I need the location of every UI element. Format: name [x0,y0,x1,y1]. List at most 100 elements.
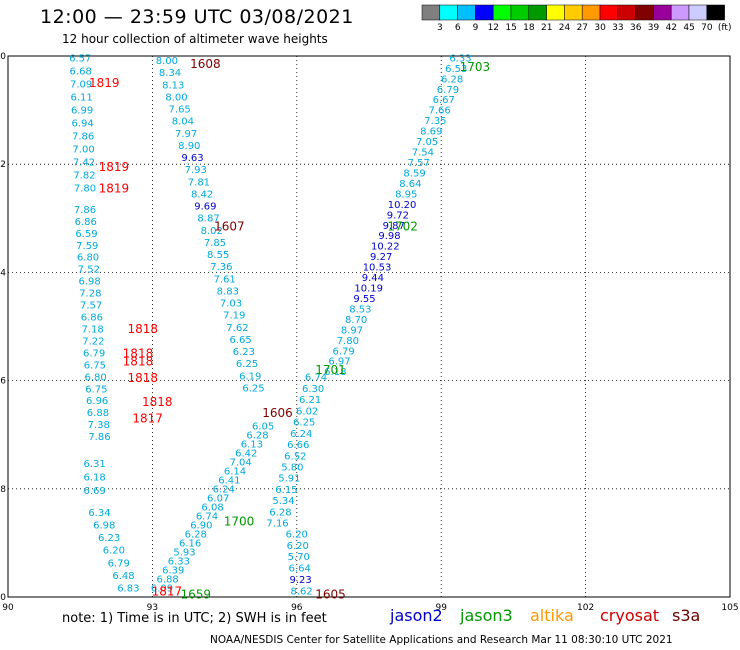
swh-observation: 7.81 [188,177,210,188]
pass-label: 1819 [99,182,130,196]
swh-observation: 9.98 [378,231,400,242]
colorbar-swatch [599,4,619,21]
swh-observation: 6.99 [71,105,93,116]
swh-observation: 6.79 [108,558,130,569]
swh-observation: 6.18 [84,473,106,484]
swh-observation: 8.64 [399,179,421,190]
swh-observation: 6.88 [157,575,179,586]
colorbar-swatch [670,4,690,21]
swh-observation: 8.83 [217,286,239,297]
swh-observation: 7.65 [169,105,191,116]
colorbar-label: 12 [488,23,499,33]
swh-observation: 8.87 [197,214,219,225]
colorbar-label: 9 [473,23,479,33]
swh-observation: 6.67 [433,95,455,106]
swh-observation: 6.24 [213,484,235,495]
colorbar-label: 15 [505,23,516,33]
swh-observation: 7.00 [72,144,94,155]
swh-observation: 5.80 [281,462,303,473]
swh-observation: 5.34 [272,496,294,507]
swh-observation: 6.90 [190,520,212,531]
swh-observation: 7.80 [337,336,359,347]
colorbar-label: 30 [594,23,606,33]
colorbar-label: 27 [577,23,588,33]
swh-observation: 10.19 [354,284,383,295]
x-tick-label: 93 [147,603,158,613]
y-tick-label: -32 [0,160,6,170]
swh-observation: 6.68 [70,66,92,77]
swh-observation: 5.91 [278,474,300,485]
pass-label: 1818 [123,355,154,369]
pass-label: 1607 [214,219,245,233]
swh-observation: 8.90 [178,141,200,152]
swh-observation: 7.42 [73,157,95,168]
pass-label: 1818 [127,322,158,336]
pass-label: 1608 [190,57,221,71]
swh-observation: 6.79 [333,346,355,357]
pass-label: 1818 [123,347,154,361]
swh-observation: 9.44 [362,273,384,284]
swh-observation: 6.34 [88,508,110,519]
swh-observation: 7.61 [213,274,235,285]
swh-observation: 7.80 [74,183,96,194]
swh-observation: 6.79 [83,348,105,359]
satellite-jason3: jason3 [460,606,513,625]
y-tick-label: -38 [0,485,6,495]
swh-observation: 7.04 [230,457,252,468]
y-tick-label: -36 [0,377,6,387]
swh-observation: 8.04 [172,117,194,128]
swh-observation: 6.80 [77,253,99,264]
swh-observation: 6.66 [287,440,309,451]
swh-observation: 6.80 [85,372,107,383]
colorbar-swatch [528,4,547,21]
x-tick-label: 105 [721,603,738,613]
swh-observation: 8.70 [345,315,367,326]
swh-observation: 6.48 [112,571,134,582]
swh-observation: 6.97 [328,357,350,368]
swh-observation: 6.18 [324,367,346,378]
colorbar-label: 33 [612,23,623,33]
swh-observation: 6.15 [275,485,297,496]
swh-observation: 5.70 [288,552,310,563]
swh-observation: 8.42 [191,189,213,200]
swh-observation: 7.57 [408,158,430,169]
colorbar-label: (ft) [718,23,732,33]
swh-observation: 6.19 [239,371,261,382]
swh-observation: 7.05 [416,137,438,148]
colorbar-swatch [546,4,565,21]
x-tick-label: 102 [577,603,594,613]
swh-observation: 6.25 [293,418,315,429]
swh-observation: 9.72 [387,210,409,221]
swh-observation: 10.53 [363,263,392,274]
swh-observation: 9.63 [181,153,203,164]
swh-observation: 9.87 [383,221,405,232]
swh-observation: 7.97 [175,129,197,140]
swh-observation: 6.52 [284,451,306,462]
axis-ticks: 90 93 96 99 102 105 -30 -32 -34 -36 -38 -40 [0,52,739,613]
swh-observation: 7.85 [204,238,226,249]
colorbar-swatch [688,4,708,21]
pass-label: 1659 [180,587,211,601]
colorbar-swatch [492,4,512,21]
swh-observation: 6.98 [93,520,115,531]
swh-observation: 6.41 [218,475,240,486]
swh-observation: 6.28 [246,430,268,441]
swh-observation: 7.22 [82,336,104,347]
swh-observation: 7.16 [266,519,288,530]
swh-observation: 6.28 [269,507,291,518]
swh-observation: 6.02 [296,406,318,417]
swh-observation: 6.21 [299,395,321,406]
grid [7,55,731,598]
chart-title: 12:00 — 23:59 UTC 03/08/2021 [40,6,354,28]
swh-observation: 6.25 [242,383,264,394]
satellite-s3a: s3a [672,606,701,625]
swh-observation: 6.23 [233,347,255,358]
swh-observation: 6.20 [286,529,308,540]
swh-observation: 6.69 [84,486,106,497]
swh-observation: 6.33 [168,557,190,568]
swh-observation: 7.86 [74,205,96,216]
swh-observation: 6.57 [69,53,91,64]
pass-label: 1700 [224,514,255,528]
pass-label: 1818 [142,395,173,409]
